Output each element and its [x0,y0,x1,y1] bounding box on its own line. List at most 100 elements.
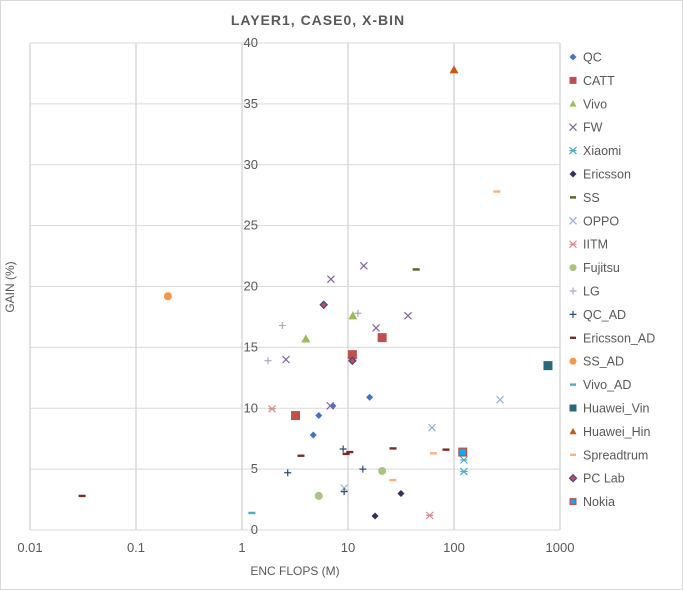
legend-label: Ericsson_AD [583,331,655,345]
legend-item[interactable]: FW [569,121,603,135]
legend-item[interactable]: Vivo_AD [570,378,631,392]
data-point [326,275,335,284]
data-point [314,491,323,500]
series-xiaomi [459,456,468,476]
data-point [425,511,434,520]
legend-item[interactable]: SS_AD [569,355,625,369]
legend-item[interactable]: OPPO [569,214,620,228]
y-tick-label: 30 [244,157,258,172]
data-point [389,447,397,450]
legend-item[interactable]: QC [569,51,602,65]
data-point [377,333,387,343]
legend-marker-icon [569,264,577,272]
data-point [264,357,272,365]
legend-item[interactable]: Huawei_Hin [569,425,651,439]
data-point [404,311,412,320]
legend-label: Vivo_AD [583,378,631,392]
y-tick-label: 25 [244,218,258,233]
legend-item[interactable]: Huawei_Vin [569,402,650,416]
y-axis-label: GAIN (%) [3,261,17,312]
series-fw [282,261,412,410]
legend-item[interactable]: Vivo [569,97,608,111]
data-point [449,65,459,74]
legend-marker-icon [570,453,576,456]
legend-item[interactable]: Fujitsu [569,261,620,275]
data-point [354,309,362,317]
data-point [284,469,292,477]
series-ss-ad [163,292,172,301]
legend-marker-icon [569,216,577,225]
series-ericsson-ad [78,447,450,498]
y-tick-label: 35 [244,96,258,111]
legend-label: Nokia [583,495,615,509]
series-fujitsu [314,466,387,500]
legend-label: SS [583,191,600,205]
legend-marker-icon [570,336,576,339]
legend-marker-icon [570,383,576,386]
data-point [315,412,323,420]
series-huawei-hin [449,65,459,74]
legend-marker-icon [570,196,576,199]
y-tick-label: 40 [244,35,258,50]
data-point [442,448,450,451]
series-vivo [301,311,358,343]
legend-item[interactable]: Ericsson [569,168,631,182]
legend-item[interactable]: PC Lab [568,472,625,486]
legend-marker-icon [569,240,577,249]
data-point [493,190,501,193]
data-point [248,511,256,515]
data-point [339,445,347,453]
legend-item[interactable]: Xiaomi [569,144,622,158]
data-point [340,488,348,496]
chart-title: LAYER1, CASE0, X-BIN [231,12,405,28]
legend-item[interactable]: Nokia [569,495,615,509]
legend-item[interactable]: SS [570,191,600,205]
grid [29,42,561,531]
legend-item[interactable]: LG [569,285,600,299]
series-ericsson [371,489,405,520]
y-tick-label: 10 [244,400,258,415]
data-point [378,466,387,475]
data-point [347,350,357,360]
series-vivo-ad [248,511,256,515]
legend-item[interactable]: Spreadtrum [570,448,648,462]
legend-item[interactable]: CATT [569,74,616,88]
y-tick-label: 20 [244,279,258,294]
legend-label: OPPO [583,214,619,228]
legend-marker-icon [569,123,577,132]
data-point [348,311,358,320]
x-tick-label: 0.1 [127,540,145,555]
legend-marker-icon [568,473,578,483]
series-iitm [268,404,434,520]
legend-label: QC_AD [583,308,626,322]
series-huawei-vin [543,361,553,371]
x-axis-label: ENC FLOPS (M) [250,564,339,578]
y-tick-label: 0 [251,522,258,537]
data-point [301,334,311,343]
data-point [543,361,553,371]
legend-item[interactable]: IITM [569,238,609,252]
series-pc-lab [319,300,357,366]
data-point [428,423,436,432]
data-point [346,450,354,454]
legend-label: CATT [583,74,615,88]
legend-marker-icon [569,146,577,155]
data-point [297,454,305,457]
data-point [163,292,172,301]
legend-item[interactable]: Ericsson_AD [570,331,655,345]
legend-label: QC [583,51,602,65]
data-point [278,321,286,329]
data-point [268,404,276,413]
x-tick-label: 10 [341,540,355,555]
legend-label: Huawei_Hin [583,425,650,439]
data-point [309,431,317,439]
legend-marker-icon [569,427,577,435]
data-points [78,65,553,520]
legend-item[interactable]: QC_AD [569,308,627,322]
legend-label: Fujitsu [583,261,620,275]
data-point [429,452,437,455]
legend-label: LG [583,285,600,299]
data-point [348,356,357,366]
data-point [372,323,380,332]
legend-marker-icon [569,287,577,295]
